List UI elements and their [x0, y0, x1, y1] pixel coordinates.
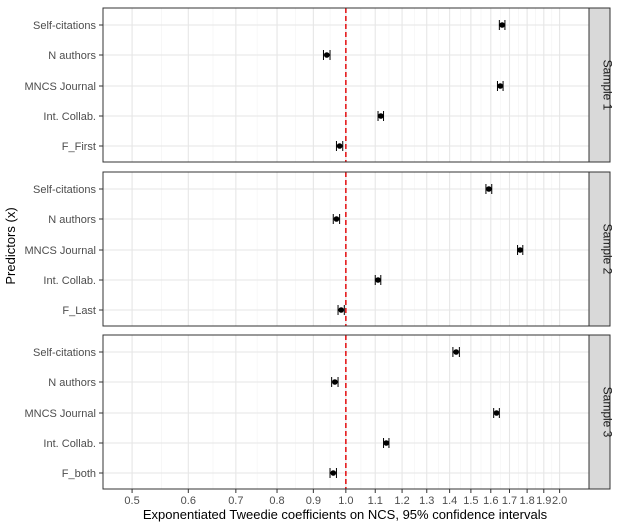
facet-strip-label: Sample 2: [601, 224, 615, 275]
estimate-point: [493, 410, 500, 416]
y-tick-label: Self-citations: [33, 184, 96, 196]
y-tick-label: Int. Collab.: [43, 111, 96, 123]
facet-strip-label: Sample 3: [601, 387, 615, 438]
estimate-point: [330, 470, 337, 476]
x-tick-label: 1.4: [442, 495, 457, 507]
facet-strip-label: Sample 1: [601, 60, 615, 111]
x-tick-label: 1.3: [419, 495, 434, 507]
estimate-point: [332, 379, 338, 385]
x-tick-label: 0.6: [181, 495, 196, 507]
estimate-point: [333, 216, 340, 222]
x-tick-label: 1.1: [368, 495, 383, 507]
estimate-point: [453, 349, 459, 355]
facet-strip: [588, 171, 611, 327]
y-axis-title: Predictors (x): [3, 207, 18, 284]
y-tick-label: Int. Collab.: [43, 438, 96, 450]
y-tick-label: N authors: [48, 214, 96, 226]
x-tick-label: 1.9: [536, 495, 551, 507]
facet-strip: [588, 334, 611, 490]
x-axis-title: Exponentiated Tweedie coefficients on NC…: [143, 507, 548, 522]
x-tick-label: 1.8: [519, 495, 534, 507]
y-tick-label: N authors: [48, 50, 96, 62]
x-tick-label: 1.0: [338, 495, 353, 507]
y-tick-label: Self-citations: [33, 347, 96, 359]
y-tick-label: MNCS Journal: [24, 245, 96, 257]
x-tick-label: 1.7: [502, 495, 517, 507]
y-tick-label: Self-citations: [33, 20, 96, 32]
facet-strip: [588, 7, 611, 163]
x-tick-label: 1.5: [463, 495, 478, 507]
estimate-point: [499, 22, 505, 28]
y-tick-label: N authors: [48, 377, 96, 389]
x-tick-label: 0.7: [228, 495, 243, 507]
estimate-point: [375, 277, 381, 283]
y-tick-label: F_First: [62, 141, 96, 153]
estimate-point: [336, 143, 343, 149]
estimate-point: [497, 83, 504, 89]
x-tick-label: 0.9: [306, 495, 321, 507]
facet-panel-3: Self-citations N authors MNCS Journal Int. …: [24, 334, 615, 490]
x-tick-label: 0.5: [124, 495, 139, 507]
y-tick-label: F_Last: [62, 305, 96, 317]
x-tick-label: 1.6: [483, 495, 498, 507]
y-tick-label: F_both: [62, 468, 96, 480]
x-tick-label: 1.2: [394, 495, 409, 507]
y-tick-label: MNCS Journal: [24, 408, 96, 420]
estimate-point: [383, 440, 390, 446]
x-tick-label: 0.8: [269, 495, 284, 507]
estimate-point: [377, 113, 384, 119]
estimate-point: [486, 186, 492, 192]
x-tick-label: 2.0: [552, 495, 567, 507]
estimate-point: [338, 307, 344, 313]
facet-panel-1: Self-citations N authors MNCS Journal Int. …: [24, 7, 615, 163]
facet-panel-2: Self-citations N authors MNCS Journal Int. …: [24, 171, 615, 327]
y-tick-label: MNCS Journal: [24, 81, 96, 93]
y-tick-label: Int. Collab.: [43, 275, 96, 287]
estimate-point: [323, 52, 330, 58]
estimate-point: [517, 247, 523, 253]
